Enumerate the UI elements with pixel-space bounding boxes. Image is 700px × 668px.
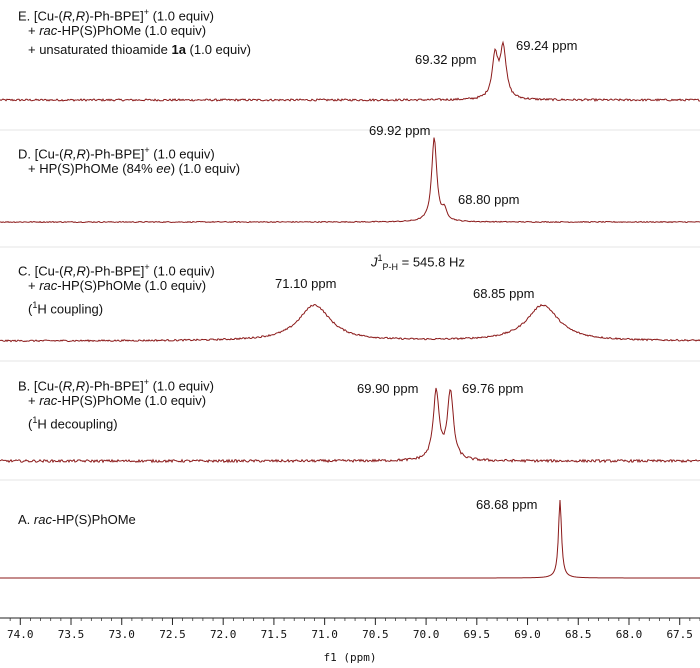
spectrum-B-label: B. [Cu-(R,R)-Ph-BPE]+ (1.0 equiv) + rac-H… [18, 374, 214, 431]
peak-label: 69.90 ppm [357, 381, 419, 396]
x-tick-label: 73.0 [108, 628, 135, 641]
peak-label: 69.76 ppm [462, 381, 524, 396]
peak-label: 68.68 ppm [476, 497, 538, 512]
spectrum-B-label-line: + rac-HP(S)PhOMe (1.0 equiv) [28, 393, 207, 408]
spectrum-B-label-line: B. [Cu-(R,R)-Ph-BPE]+ (1.0 equiv) [18, 377, 215, 394]
spectrum-C-label-line: + rac-HP(S)PhOMe (1.0 equiv) [28, 278, 207, 293]
x-tick-label: 71.5 [260, 628, 288, 641]
spectrum-D-trace [0, 137, 700, 224]
x-tick-label: 69.0 [514, 628, 541, 641]
peak-label: 68.85 ppm [473, 286, 535, 301]
spectrum-C-trace [0, 303, 700, 343]
spectrum-B-trace [0, 387, 700, 464]
x-tick-label: 73.5 [57, 628, 85, 641]
spectrum-C-label: C. [Cu-(R,R)-Ph-BPE]+ (1.0 equiv) + rac-H… [18, 259, 215, 316]
spectrum-E-label-line: + rac-HP(S)PhOMe (1.0 equiv) [28, 23, 207, 38]
coupling-constant-annotation: J1P-H = 545.8 Hz [371, 253, 465, 272]
x-tick-label: 68.0 [615, 628, 643, 641]
spectrum-C-label-line: (1H coupling) [28, 300, 104, 317]
peak-label: 69.32 ppm [415, 52, 477, 67]
spectrum-D-label-line: + HP(S)PhOMe (84% ee) (1.0 equiv) [28, 161, 241, 176]
x-tick-label: 72.5 [159, 628, 186, 641]
spectrum-A-label: A. rac-HP(S)PhOMe [18, 512, 136, 531]
spectrum-A-trace [0, 499, 700, 579]
spectrum-C-label-line: C. [Cu-(R,R)-Ph-BPE]+ (1.0 equiv) [18, 262, 215, 279]
peak-label: 71.10 ppm [275, 276, 337, 291]
x-tick-label: 68.5 [565, 628, 592, 641]
x-tick-label: 67.5 [666, 628, 693, 641]
x-tick-label: 70.0 [412, 628, 440, 641]
spectrum-E-label-line: + unsaturated thioamide 1a (1.0 equiv) [28, 42, 251, 57]
spectrum-D-label: D. [Cu-(R,R)-Ph-BPE]+ (1.0 equiv) + HP(S)… [18, 142, 240, 180]
spectrum-E-label: E. [Cu-(R,R)-Ph-BPE]+ (1.0 equiv) + rac-H… [18, 4, 251, 61]
x-tick-label: 72.0 [209, 628, 237, 641]
spectrum-E-trace [0, 40, 700, 102]
x-axis-title: f1 (ppm) [323, 651, 377, 664]
spectrum-E-label-line: E. [Cu-(R,R)-Ph-BPE]+ (1.0 equiv) [18, 7, 215, 24]
x-tick-label: 71.0 [311, 628, 338, 641]
peak-label: 69.92 ppm [369, 123, 431, 138]
x-tick-label: 70.5 [362, 628, 389, 641]
peak-label: 69.24 ppm [516, 38, 578, 53]
spectrum-A-label-line: A. rac-HP(S)PhOMe [18, 512, 136, 527]
spectrum-D-label-line: D. [Cu-(R,R)-Ph-BPE]+ (1.0 equiv) [18, 145, 215, 162]
peak-label: 68.80 ppm [458, 192, 520, 207]
x-tick-label: 69.5 [463, 628, 491, 641]
spectrum-B-label-line: (1H decoupling) [28, 415, 118, 432]
x-tick-label: 74.0 [7, 628, 34, 641]
